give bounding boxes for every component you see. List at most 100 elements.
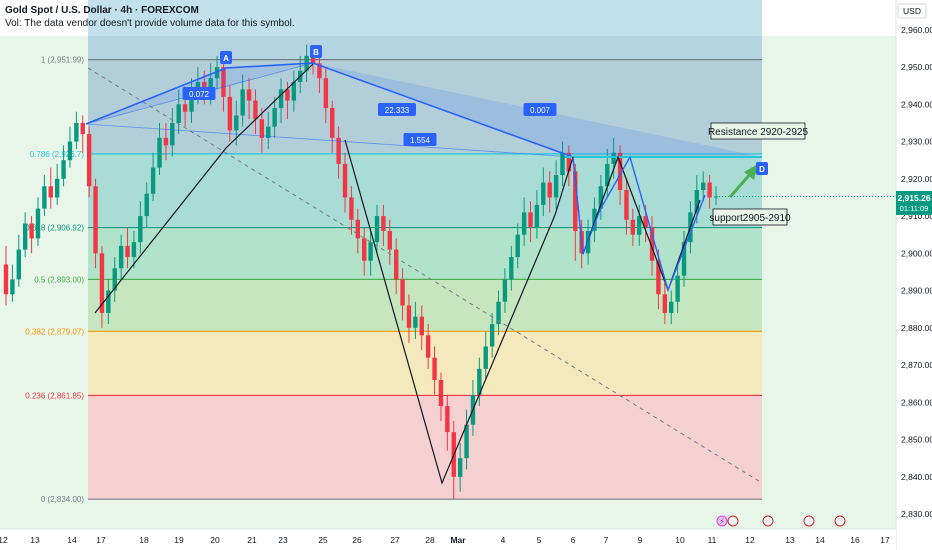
candle-body [259,119,265,138]
candle [361,227,367,276]
candle [336,126,341,179]
resistance-box [710,122,806,140]
candle-body [694,189,700,213]
currency-label: USD [903,6,921,16]
us-flag-event-icon[interactable] [803,515,815,527]
candle-body [285,89,290,101]
candle [400,268,405,321]
candle-body [336,137,341,164]
currency-button[interactable] [897,3,927,19]
x-tick-label: 12 [0,535,8,545]
candle [445,394,450,451]
candle-body [630,219,636,235]
ratio-label: 1.554 [403,133,437,146]
candle [246,78,252,120]
candle [150,152,156,202]
candle-body [253,100,258,120]
candle-body [246,89,252,101]
y-tick-label: 2,910.00 [901,211,932,221]
candle [106,279,111,325]
point-badge [756,162,768,175]
candle-body [93,186,98,254]
x-tick-label: 4 [501,535,506,545]
candle-body [681,242,687,276]
y-tick-label: 2,940.00 [901,99,932,109]
time-axis[interactable] [0,529,896,550]
candle-body [528,212,533,228]
candle [566,145,572,187]
candle-body [227,96,233,131]
candle [701,171,706,202]
candle-body [438,379,444,407]
candle [662,283,668,325]
candle-body [99,253,105,313]
projection-arrow [728,171,754,198]
candle-body [272,108,277,127]
y-tick-label: 2,870.00 [901,360,932,370]
fib-zone [88,153,762,228]
point-badge [310,45,322,58]
price-axis[interactable] [896,0,932,550]
candle [240,74,245,127]
candle [291,70,297,112]
candle-body [560,152,565,176]
candle-body [509,257,514,280]
ratio-text: 22.333 [385,106,410,115]
candle [22,212,28,258]
candle-body [432,357,437,380]
candle-body [387,230,392,250]
candle [330,100,335,153]
us-flag-event-icon[interactable] [834,515,846,527]
candle-body [573,171,578,231]
candle-body [624,189,629,220]
candle [342,152,348,213]
zigzag-line [225,63,314,149]
us-flag-event-icon[interactable] [762,515,774,527]
svg-text:⚡: ⚡ [719,517,725,526]
ratio-text: 0.007 [530,106,551,115]
candle-body [29,223,34,239]
candle-body [419,316,424,336]
candle-body [150,167,156,194]
candle [374,204,380,254]
candle-body [393,249,399,280]
x-tick-label: 10 [675,535,685,545]
economic-events[interactable]: ⚡ [716,515,846,527]
y-tick-label: 2,850.00 [901,435,932,445]
candle [48,167,53,209]
candle-body [163,137,169,146]
candle-body [67,141,73,161]
x-tick-label: 27 [390,535,400,545]
candle-body [553,175,559,198]
candle-body [605,163,610,187]
candle-body [112,268,117,291]
candle [553,160,559,209]
candle [272,96,277,138]
candle [61,145,66,187]
candle [67,126,73,168]
x-tick-label: 13 [785,535,795,545]
candle-body [617,152,623,190]
candle-body [80,122,85,135]
y-tick-label: 2,860.00 [901,397,932,407]
candle-body [445,406,450,433]
candle [112,257,117,302]
ratio-badge [403,133,437,146]
x-axis-ticks: 12 13 14 17 18 19 20 21 23 25 26 27 28 Mar 4 5 6 7 9 10 11 12… [0,535,890,545]
fib-top-band [88,0,762,36]
chart-title: Gold Spot / U.S. Dollar · 4h · FOREXCOM [5,5,199,16]
lightning-event-icon[interactable] [716,515,728,527]
fib-zone [88,227,762,280]
us-flag-event-icon[interactable] [727,515,739,527]
candle-body [598,186,604,209]
candle [93,178,98,269]
y-tick-label: 2,840.00 [901,472,932,482]
y-tick-label: 2,950.00 [901,62,932,72]
candle-body [106,290,111,313]
fib-level-label: 0.382 (2,879.07) [25,327,84,336]
pattern-point-label: D [756,162,768,175]
y-tick-label: 2,830.00 [901,509,932,519]
y-tick-label: 2,890.00 [901,286,932,296]
pattern-point-label: A [220,51,232,64]
candle [592,197,597,243]
